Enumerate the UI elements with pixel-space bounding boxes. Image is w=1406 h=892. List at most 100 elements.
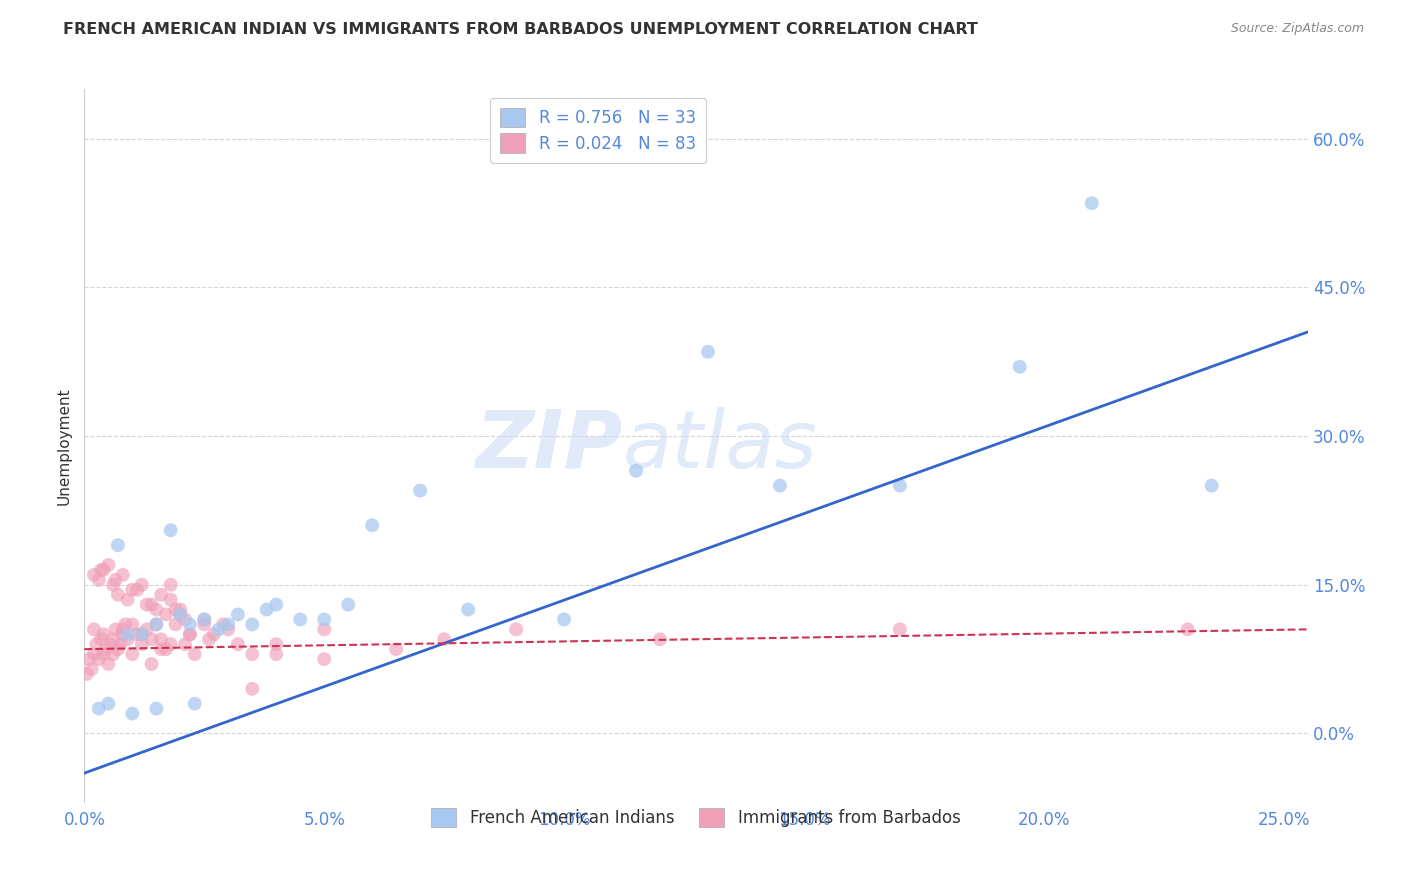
Point xyxy=(77,652,100,666)
Point xyxy=(145,617,167,632)
Point xyxy=(226,637,249,651)
Point xyxy=(94,642,117,657)
Point xyxy=(624,464,647,478)
Point xyxy=(159,592,181,607)
Point xyxy=(101,632,124,647)
Point xyxy=(111,627,134,641)
Point xyxy=(86,637,108,651)
Point xyxy=(183,647,205,661)
Point xyxy=(131,627,153,641)
Point xyxy=(155,607,177,622)
Point xyxy=(117,627,139,641)
Point xyxy=(553,612,575,626)
Point xyxy=(117,592,139,607)
Point xyxy=(179,627,201,641)
Point xyxy=(121,617,143,632)
Point xyxy=(93,563,115,577)
Point xyxy=(174,637,197,651)
Point xyxy=(409,483,432,498)
Point xyxy=(208,623,231,637)
Point xyxy=(314,652,336,666)
Point xyxy=(83,623,105,637)
Point xyxy=(290,612,312,626)
Point xyxy=(93,647,115,661)
Point xyxy=(165,617,187,632)
Point xyxy=(80,662,103,676)
Point xyxy=(193,612,215,626)
Point xyxy=(111,567,134,582)
Point xyxy=(127,582,149,597)
Point xyxy=(104,623,127,637)
Point xyxy=(169,602,191,616)
Point xyxy=(226,607,249,622)
Point xyxy=(114,617,136,632)
Point xyxy=(264,598,287,612)
Text: atlas: atlas xyxy=(623,407,817,485)
Point xyxy=(433,632,456,647)
Point xyxy=(155,642,177,657)
Point xyxy=(101,647,124,661)
Point xyxy=(127,627,149,641)
Point xyxy=(240,681,263,696)
Point xyxy=(385,642,408,657)
Point xyxy=(337,598,360,612)
Point xyxy=(121,647,143,661)
Point xyxy=(159,578,181,592)
Point xyxy=(150,588,173,602)
Point xyxy=(131,627,153,641)
Point xyxy=(97,657,120,671)
Point xyxy=(150,632,173,647)
Point xyxy=(141,657,163,671)
Point xyxy=(97,558,120,572)
Point xyxy=(240,647,263,661)
Point xyxy=(131,637,153,651)
Point xyxy=(145,701,167,715)
Point xyxy=(264,647,287,661)
Point xyxy=(141,598,163,612)
Point xyxy=(256,602,278,616)
Point xyxy=(697,344,720,359)
Point xyxy=(193,612,215,626)
Point xyxy=(314,612,336,626)
Text: ZIP: ZIP xyxy=(475,407,623,485)
Point xyxy=(159,637,181,651)
Point xyxy=(1080,196,1102,211)
Point xyxy=(83,567,105,582)
Point xyxy=(97,697,120,711)
Point xyxy=(150,642,173,657)
Point xyxy=(121,706,143,721)
Text: Source: ZipAtlas.com: Source: ZipAtlas.com xyxy=(1230,22,1364,36)
Point xyxy=(889,478,911,492)
Point xyxy=(76,667,98,681)
Point xyxy=(90,632,112,647)
Point xyxy=(361,518,384,533)
Point xyxy=(135,598,157,612)
Point xyxy=(87,652,110,666)
Point xyxy=(1201,478,1223,492)
Point xyxy=(198,632,221,647)
Point xyxy=(648,632,671,647)
Point xyxy=(145,602,167,616)
Point xyxy=(107,538,129,552)
Point xyxy=(110,637,132,651)
Point xyxy=(202,627,225,641)
Point xyxy=(457,602,479,616)
Point xyxy=(217,623,239,637)
Point xyxy=(314,623,336,637)
Legend: French American Indians, Immigrants from Barbados: French American Indians, Immigrants from… xyxy=(425,801,967,834)
Point xyxy=(240,617,263,632)
Point xyxy=(117,632,139,647)
Point xyxy=(87,573,110,587)
Point xyxy=(1177,623,1199,637)
Point xyxy=(145,617,167,632)
Point xyxy=(141,632,163,647)
Point xyxy=(1008,359,1031,374)
Point xyxy=(193,617,215,632)
Point xyxy=(889,623,911,637)
Y-axis label: Unemployment: Unemployment xyxy=(56,387,72,505)
Point xyxy=(131,578,153,592)
Point xyxy=(104,573,127,587)
Point xyxy=(217,617,239,632)
Point xyxy=(90,563,112,577)
Point xyxy=(135,623,157,637)
